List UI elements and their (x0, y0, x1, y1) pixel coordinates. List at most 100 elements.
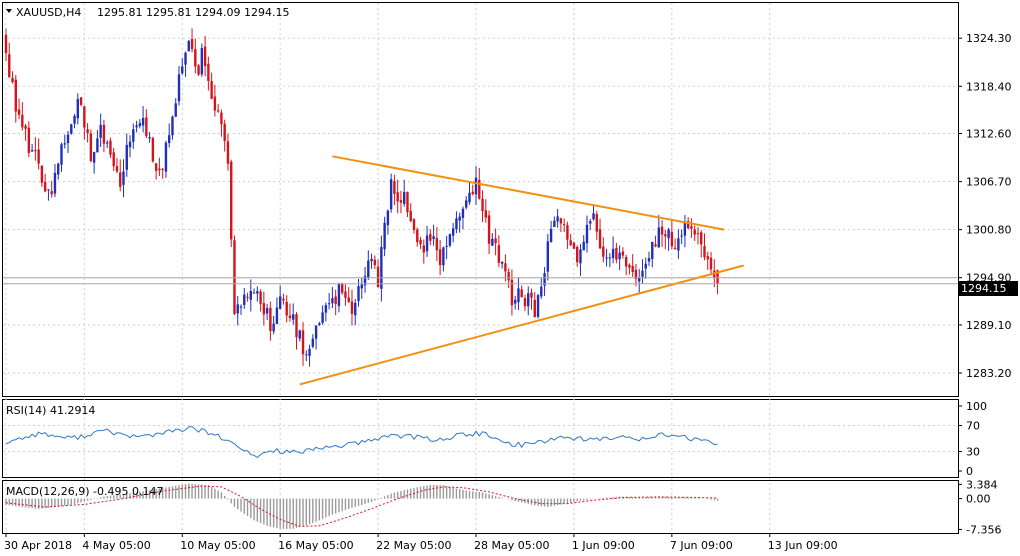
candle-body (223, 123, 226, 142)
candle-body (690, 226, 693, 229)
y-tick-label: 1283.20 (966, 367, 1012, 380)
candle-body (709, 257, 713, 270)
candle-body (226, 141, 230, 164)
candle-body (259, 291, 262, 304)
candle-body (70, 124, 73, 134)
candle-body (145, 117, 148, 137)
candle-body (321, 312, 324, 323)
candle-body (393, 181, 396, 194)
candle-body (301, 330, 305, 355)
candle-body (451, 228, 455, 236)
candle-body (471, 191, 474, 195)
candle-body (265, 308, 269, 314)
candle-body (239, 306, 243, 308)
candle-body (249, 291, 252, 300)
trendline[interactable] (332, 155, 725, 231)
symbol-dropdown-icon[interactable] (6, 9, 12, 13)
candle-body (158, 168, 161, 171)
candle-body (17, 109, 21, 115)
candle-body (8, 54, 11, 78)
candle-body (422, 245, 425, 253)
candle-body (380, 247, 383, 289)
candle-body (592, 213, 595, 220)
candle-body (282, 298, 285, 301)
candle-body (680, 235, 683, 237)
candle-body (92, 151, 96, 163)
candle-body (683, 222, 687, 236)
candle-body (654, 244, 657, 247)
candle-body (40, 165, 44, 183)
candle-body (220, 112, 223, 125)
y-tick-label: 1318.40 (966, 80, 1012, 93)
candle-body (500, 261, 504, 264)
candle-body (96, 138, 99, 153)
candle-body (243, 294, 246, 305)
candle-body (171, 116, 174, 136)
candle-body (399, 200, 403, 203)
candle-body (181, 66, 184, 74)
candle-body (197, 65, 200, 75)
candle-body (112, 152, 115, 167)
candle-body (337, 284, 341, 307)
candle-body (376, 266, 380, 288)
candle-body (520, 289, 523, 298)
current-price-lines (3, 277, 958, 285)
candle-body (455, 218, 458, 230)
candle-body (370, 258, 373, 262)
candle-body (638, 278, 641, 282)
candle-body (425, 235, 429, 252)
candle-body (154, 163, 158, 171)
candle-body (347, 297, 350, 302)
candle-body (105, 142, 109, 144)
candle-body (66, 134, 70, 144)
candle-body (262, 303, 266, 315)
candle-body (151, 137, 155, 162)
candle-body (79, 97, 83, 105)
candle-body (562, 224, 566, 226)
main-pane-frame (2, 2, 959, 397)
rsi-tick-label: 100 (966, 400, 987, 413)
candle-body (533, 299, 536, 318)
y-tick-label: 1300.80 (966, 224, 1012, 237)
candle-body (474, 177, 478, 195)
rsi-title: RSI(14) 41.2914 (6, 404, 95, 417)
candle-body (572, 242, 576, 249)
candle-body (331, 298, 334, 304)
candle-body (582, 241, 585, 251)
candle-body (318, 323, 321, 326)
candle-body (549, 228, 553, 243)
candle-body (233, 240, 236, 314)
x-tick-label: 30 Apr 2018 (4, 539, 72, 552)
candle-body (278, 296, 282, 309)
candle-body (363, 275, 367, 286)
candle-body (412, 219, 416, 231)
y-tick-label: 1289.10 (966, 319, 1012, 332)
candle-body (295, 314, 298, 338)
trendline[interactable] (299, 264, 744, 386)
candle-body (540, 286, 543, 297)
candle-body (523, 298, 527, 307)
candle-body (14, 79, 17, 112)
candle-body (47, 189, 50, 191)
candle-body (269, 307, 272, 331)
candle-body (660, 226, 664, 235)
candle-body (138, 123, 142, 127)
candle-body (543, 273, 546, 286)
candle-body (27, 127, 31, 153)
candle-body (598, 229, 602, 249)
candle-body (334, 296, 337, 305)
x-tick-label: 22 May 05:00 (376, 539, 451, 552)
candle-body (487, 215, 491, 244)
candle-body (641, 270, 644, 277)
current-price-tag-bg (958, 281, 1018, 296)
candle-body (340, 283, 344, 293)
candle-body (148, 136, 151, 139)
candle-body (11, 77, 14, 83)
candle-body (99, 124, 102, 138)
candle-body (128, 141, 132, 148)
candle-body (86, 129, 89, 133)
candle-body (670, 231, 674, 247)
candle-body (419, 239, 422, 245)
candle-body (634, 269, 638, 280)
